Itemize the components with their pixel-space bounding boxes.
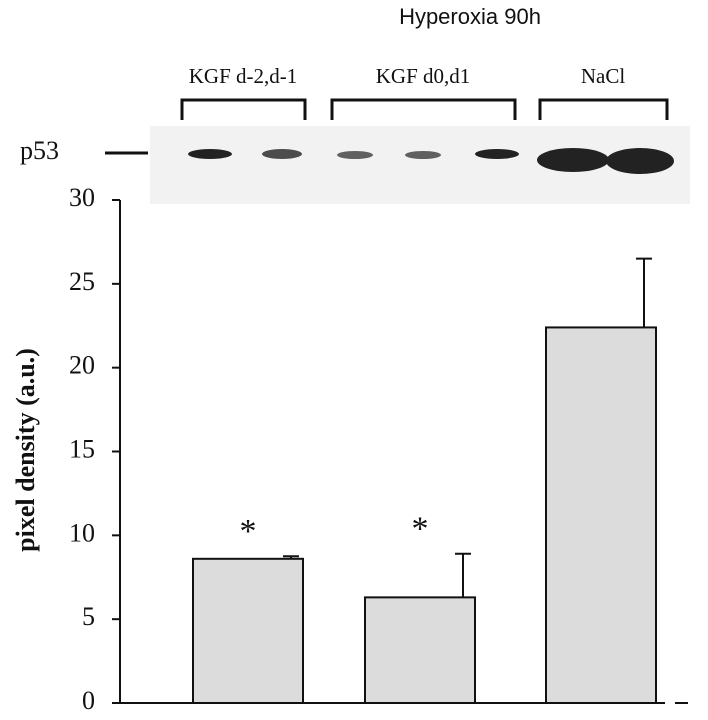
y-tick-label: 5 [82,602,95,631]
annotation: * [240,513,257,550]
annotation: * [412,511,429,548]
chart-title: Hyperoxia 90h [399,4,541,29]
brackets [180,98,669,120]
bar [545,326,657,704]
error-bar [636,257,652,328]
category-label: KGF d0,d1 [376,64,471,88]
blot-bands [188,148,674,174]
y-tick-label: 20 [69,351,95,380]
y-tick-label: 25 [69,267,95,296]
bar [192,557,304,704]
y-tick-label: 30 [69,183,95,212]
y-tick-label: 10 [69,518,95,547]
category-label: KGF d-2,d-1 [189,64,298,88]
bar [364,596,476,704]
category-label: NaCl [581,64,625,88]
error-bar [455,552,471,598]
y-tick-label: 15 [69,434,95,463]
blot-label: p53 [20,136,59,165]
y-tick-label: 0 [82,686,95,715]
y-axis-label: pixel density (a.u.) [11,348,40,552]
